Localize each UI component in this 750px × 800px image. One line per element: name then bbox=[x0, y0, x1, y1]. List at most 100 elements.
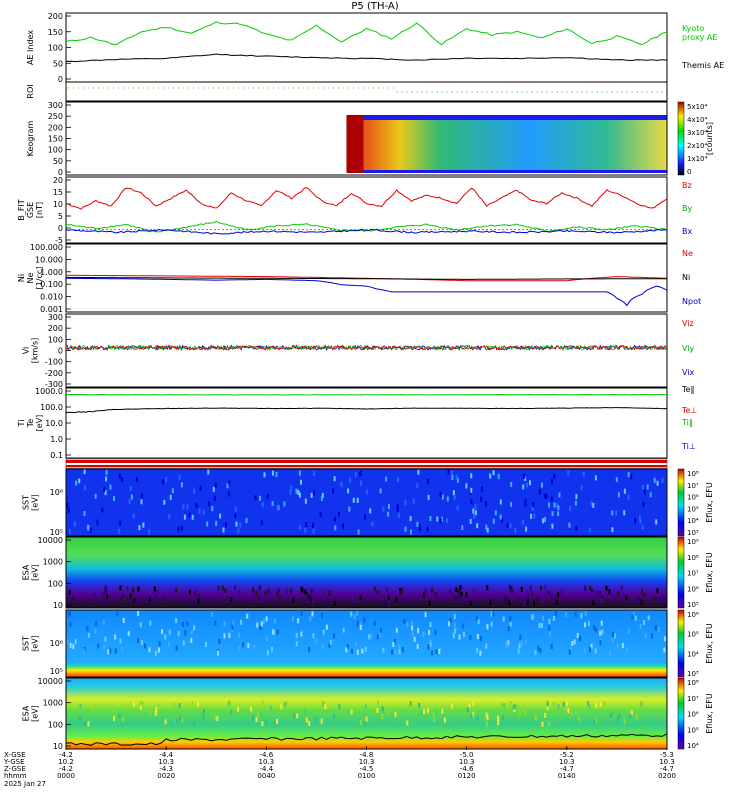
sst-e-pixel bbox=[501, 517, 503, 523]
sst-e-pixel bbox=[553, 502, 556, 508]
esa-i-pixel bbox=[406, 720, 409, 726]
esa-i-pixel bbox=[324, 704, 327, 710]
sst-i-pixel bbox=[272, 629, 275, 635]
sst-e-pixel bbox=[299, 492, 301, 498]
esa-i-pixel bbox=[513, 707, 516, 713]
esa-i-pixel bbox=[79, 716, 82, 722]
sst-e-pixel bbox=[96, 520, 99, 526]
sst-i-pixel bbox=[583, 647, 586, 653]
sst-i-pixel bbox=[332, 633, 335, 639]
t-tick-label: 1000.0 bbox=[35, 387, 63, 396]
esa-i-tick-label: 10 bbox=[53, 742, 63, 751]
esa-i-pixel bbox=[139, 700, 142, 706]
sst-i-pixel bbox=[67, 611, 70, 617]
sst-e-pixel bbox=[320, 496, 323, 501]
time-axis-tick-label: 10.3 bbox=[158, 758, 174, 766]
sst-i-pixel bbox=[627, 628, 630, 634]
sst-i-pixel bbox=[453, 622, 456, 628]
esa-i-pixel bbox=[631, 719, 634, 725]
sst-i-pixel bbox=[429, 639, 432, 645]
sst-e-pixel bbox=[642, 502, 645, 508]
esa-i-pixel bbox=[92, 707, 95, 713]
ae-legend-item: proxy AE bbox=[682, 33, 717, 42]
esa-e-pixel bbox=[455, 587, 458, 593]
sst-e-pixel bbox=[499, 499, 502, 505]
esa-e-pixel bbox=[89, 598, 92, 604]
sst-e-pixel bbox=[476, 523, 479, 529]
keogram-tick-label: 250 bbox=[48, 112, 63, 121]
sst-e-pixel bbox=[245, 518, 248, 523]
time-axis-tick-label: 10.3 bbox=[459, 758, 475, 766]
esa-e-pixel bbox=[251, 593, 254, 599]
sst-e-pixel bbox=[148, 529, 151, 535]
esa-i-pixel bbox=[612, 709, 615, 715]
esa-i-pixel bbox=[593, 720, 596, 726]
time-axis-row-label: Z-GSE bbox=[4, 765, 26, 773]
sst-i-pixel bbox=[376, 634, 379, 640]
sst-i-pixel bbox=[137, 638, 140, 644]
sst-e-pixel bbox=[441, 494, 444, 500]
time-axis-tick-label: -4.2 bbox=[59, 765, 73, 773]
sst-e-pixel bbox=[653, 477, 656, 483]
sst-i-axis-label: SST bbox=[22, 636, 31, 651]
ae-legend-item: Kyoto bbox=[682, 24, 704, 33]
esa-e-pixel bbox=[306, 593, 309, 599]
sst-e-pixel bbox=[113, 495, 115, 501]
esa-i-pixel bbox=[552, 702, 555, 708]
ae-tick-label: 200 bbox=[48, 12, 63, 21]
sst-e-pixel bbox=[514, 528, 517, 533]
time-axis-tick-label: -4.7 bbox=[560, 765, 574, 773]
sst-e-pixel bbox=[580, 485, 583, 491]
sst-i-pixel bbox=[295, 641, 298, 647]
sst-i-pixel bbox=[479, 636, 482, 642]
esa-i-pixel bbox=[276, 719, 278, 724]
ae-series-proxy-ae bbox=[65, 21, 668, 46]
sst-i-pixel bbox=[182, 640, 185, 646]
sst-e-pixel bbox=[132, 513, 135, 519]
b-legend-item: Bx bbox=[682, 227, 692, 236]
sst-i-pixel bbox=[291, 616, 294, 622]
sst-e-pixel bbox=[521, 519, 524, 525]
esa-i-pixel bbox=[512, 704, 515, 710]
sst-e-pixel bbox=[643, 489, 646, 495]
esa-i-pixel bbox=[149, 710, 152, 716]
n-tick-label: 0.010 bbox=[40, 293, 63, 302]
sst-i-pixel bbox=[328, 642, 331, 648]
esa-e-colorbar-label: Eflux, EFU bbox=[705, 552, 714, 593]
esa-i-pixel bbox=[567, 708, 570, 714]
sst-e-pixel bbox=[357, 529, 360, 535]
sst-i-pixel bbox=[321, 613, 324, 618]
sst-i-pixel bbox=[271, 646, 273, 652]
sst-e-pixel bbox=[630, 474, 633, 480]
esa-e-pixel bbox=[604, 600, 607, 606]
sst-i-pixel bbox=[265, 616, 268, 622]
v-series-viy bbox=[66, 344, 668, 352]
sst-i-pixel bbox=[424, 612, 427, 618]
sst-e-pixel bbox=[429, 516, 432, 521]
sst-e-pixel bbox=[396, 476, 399, 482]
keogram-tick-label: 50 bbox=[53, 157, 63, 166]
sst-i-pixel bbox=[479, 650, 482, 656]
sst-i-pixel bbox=[238, 632, 240, 638]
time-axis-tick-label: 0200 bbox=[658, 772, 676, 780]
sst-i-pixel bbox=[74, 639, 77, 645]
sst-i-pixel bbox=[490, 621, 493, 627]
esa-e-pixel bbox=[301, 587, 304, 593]
esa-i-pixel bbox=[363, 721, 366, 727]
esa-i-pixel bbox=[197, 701, 199, 707]
sst-i-pixel bbox=[139, 622, 142, 628]
esa-e-pixel bbox=[304, 589, 306, 595]
sst-i-pixel bbox=[643, 620, 645, 625]
esa-e-pixel bbox=[533, 600, 536, 606]
esa-e-pixel bbox=[591, 588, 594, 594]
sst-i-pixel bbox=[119, 638, 122, 644]
esa-e-pixel bbox=[509, 587, 512, 593]
esa-i-pixel bbox=[355, 716, 358, 722]
sst-i-pixel bbox=[502, 616, 505, 622]
sst-e-pixel bbox=[456, 505, 459, 511]
sst-e-pixel bbox=[522, 484, 525, 490]
esa-e-pixel bbox=[162, 596, 165, 602]
b-axis-label: GSE bbox=[26, 202, 35, 218]
esa-e-pixel bbox=[224, 588, 227, 593]
esa-e-spectrogram bbox=[66, 537, 667, 608]
